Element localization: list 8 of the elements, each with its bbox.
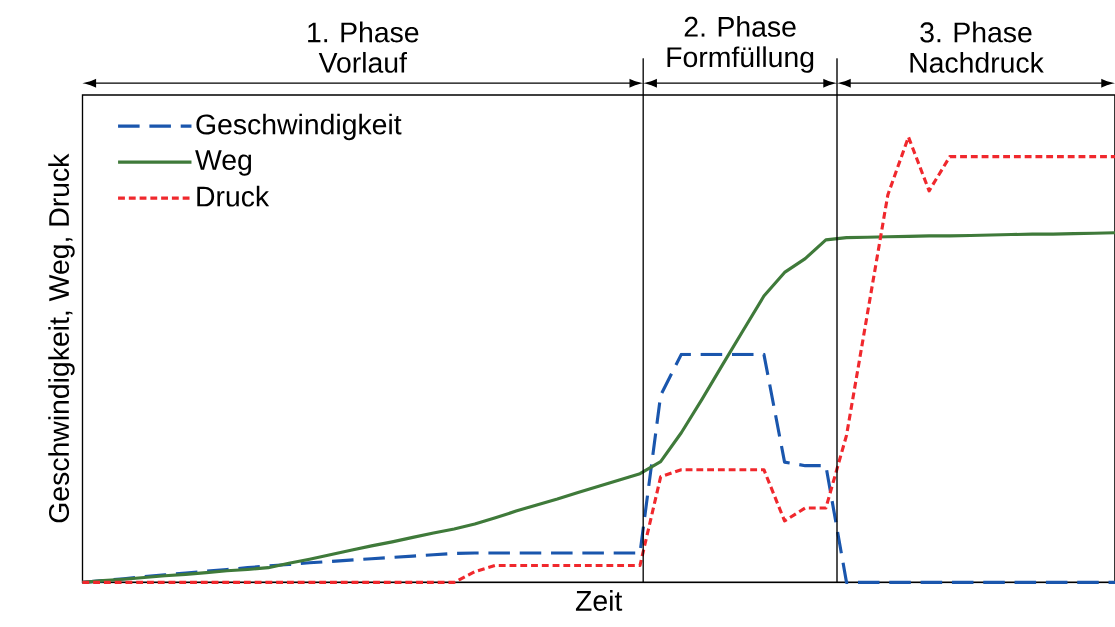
text: 2. Phase Formfüllung <box>667 15 814 73</box>
legend-label: Geschwindigkeit <box>196 113 402 140</box>
text: 1. Phase Vorlauf <box>308 21 419 73</box>
legend-label: Weg <box>195 150 252 176</box>
text: 3. Phase Nachdruck <box>910 21 1044 73</box>
x-axis-title: Zeit <box>575 589 623 611</box>
legend-label: Druck <box>197 185 270 207</box>
y-axis-title: Geschwindigkeit, Weg, Druck <box>48 153 75 523</box>
